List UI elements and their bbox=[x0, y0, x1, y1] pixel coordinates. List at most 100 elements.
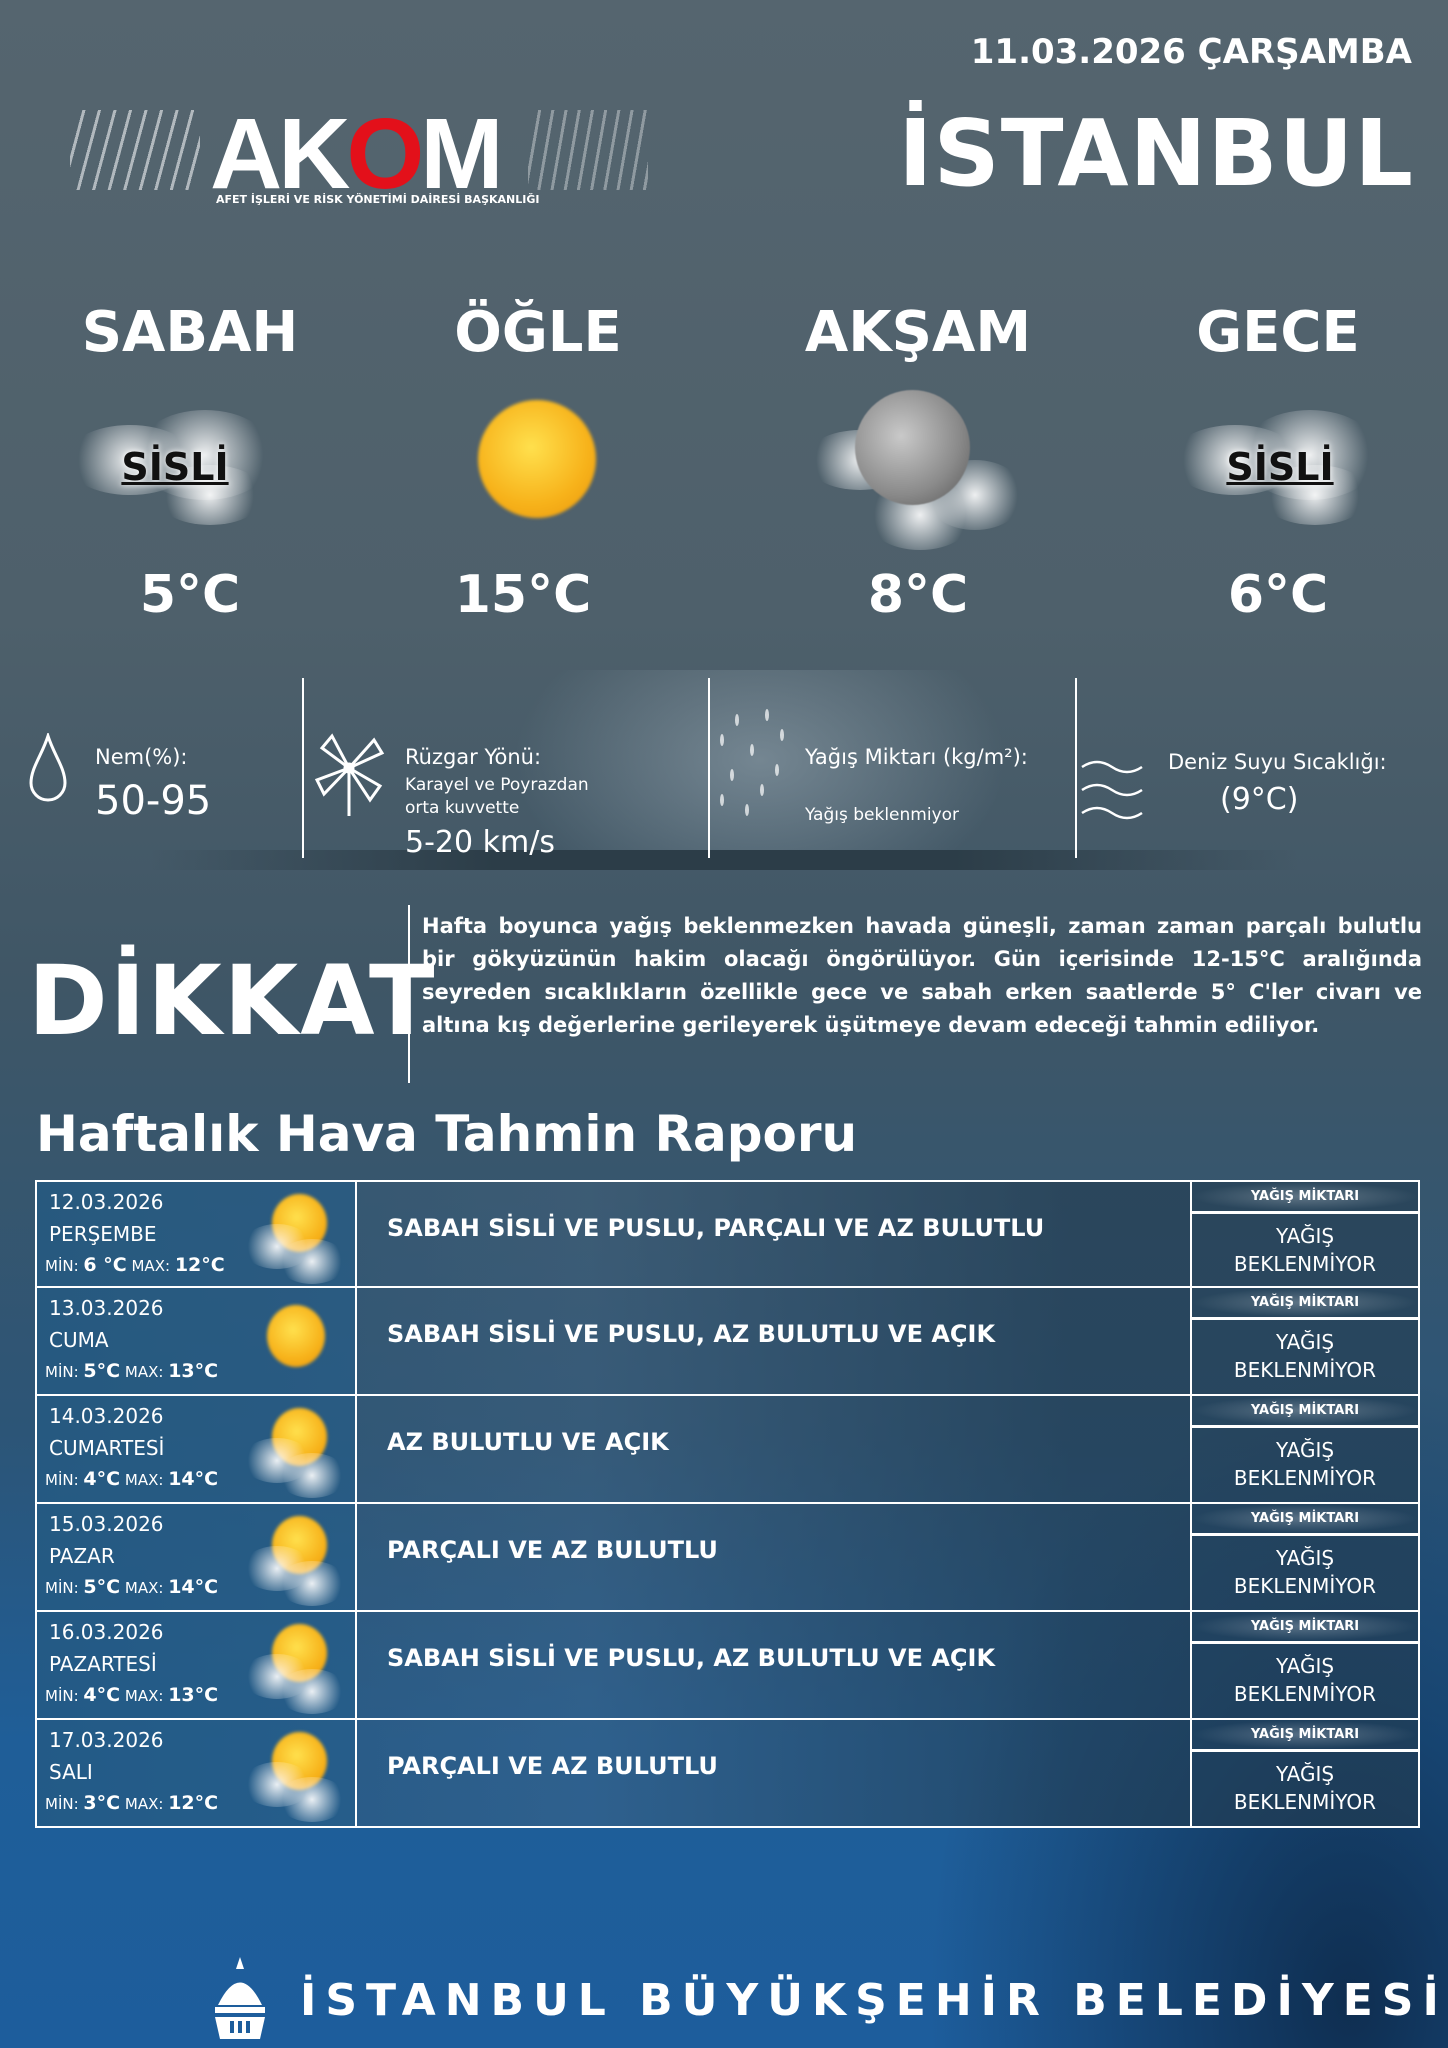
humidity-label: Nem(%): bbox=[95, 745, 188, 769]
min-temp: 6 °C bbox=[83, 1254, 127, 1276]
rain-value-line-2: BEKLENMİYOR bbox=[1233, 1574, 1377, 1598]
forecast-description: AZ BULUTLU VE AÇIK bbox=[387, 1428, 669, 1456]
forecast-day: SALI bbox=[49, 1760, 93, 1784]
city-title: İSTANBUL bbox=[898, 100, 1414, 207]
sun-cloud-icon bbox=[242, 1194, 352, 1284]
rain-value-line-2: BEKLENMİYOR bbox=[1233, 1252, 1377, 1276]
forecast-day-cell: 12.03.2026 PERŞEMBE MİN: 6 °C MAX: 12°C bbox=[37, 1182, 357, 1286]
min-label: MİN: bbox=[45, 1257, 79, 1275]
temp-gece: 6°C bbox=[1227, 565, 1329, 625]
forecast-minmax: MİN: 4°C MAX: 13°C bbox=[45, 1684, 218, 1706]
max-label: MAX: bbox=[124, 1471, 164, 1489]
rain-cell: YAĞIŞ MİKTARI YAĞIŞ BEKLENMİYOR bbox=[1190, 1720, 1418, 1826]
forecast-minmax: MİN: 5°C MAX: 13°C bbox=[45, 1360, 218, 1382]
rain-header: YAĞIŞ MİKTARI bbox=[1192, 1612, 1418, 1644]
max-temp: 14°C bbox=[168, 1576, 219, 1598]
forecast-minmax: MİN: 6 °C MAX: 12°C bbox=[45, 1254, 225, 1276]
akom-logo: AKOM AFET İŞLERİ VE RİSK YÖNETİMİ DAİRES… bbox=[70, 98, 648, 215]
rain-value-line-2: BEKLENMİYOR bbox=[1233, 1358, 1377, 1382]
rain-value: YAĞIŞ BEKLENMİYOR bbox=[1192, 1320, 1418, 1384]
min-label: MİN: bbox=[45, 1795, 79, 1813]
max-temp: 13°C bbox=[168, 1360, 219, 1382]
max-label: MAX: bbox=[124, 1579, 164, 1597]
temp-ogle: 15°C bbox=[454, 565, 592, 625]
sun-cloud-icon bbox=[242, 1624, 352, 1714]
humidity-value: 50-95 bbox=[95, 778, 212, 824]
wind-desc-1: Karayel ve Poyrazdan bbox=[405, 775, 589, 795]
period-aksam-label: AKŞAM bbox=[804, 300, 1032, 365]
details-strip bbox=[0, 670, 1448, 870]
wind-speed: 5-20 km/s bbox=[405, 825, 555, 860]
rain-cell: YAĞIŞ MİKTARI YAĞIŞ BEKLENMİYOR bbox=[1190, 1182, 1418, 1286]
rain-header: YAĞIŞ MİKTARI bbox=[1192, 1720, 1418, 1752]
period-sabah-label: SABAH bbox=[81, 300, 299, 365]
pinwheel-icon bbox=[314, 733, 385, 816]
forecast-day-cell: 14.03.2026 CUMARTESİ MİN: 4°C MAX: 14°C bbox=[37, 1396, 357, 1502]
max-temp: 14°C bbox=[168, 1468, 219, 1490]
forecast-row: 15.03.2026 PAZAR MİN: 5°C MAX: 14°C PARÇ… bbox=[35, 1504, 1420, 1612]
cloud-icon bbox=[277, 1561, 347, 1606]
min-temp: 4°C bbox=[83, 1684, 121, 1706]
logo-stripes-right bbox=[528, 110, 648, 190]
cloud-icon bbox=[277, 1239, 347, 1284]
cloud-icon bbox=[277, 1777, 347, 1822]
rain-value-line-1: YAĞIŞ bbox=[1275, 1330, 1335, 1354]
logo-subtitle: AFET İŞLERİ VE RİSK YÖNETİMİ DAİRESİ BAŞ… bbox=[216, 193, 540, 206]
forecast-row: 12.03.2026 PERŞEMBE MİN: 6 °C MAX: 12°C … bbox=[35, 1180, 1420, 1288]
cloud-icon bbox=[277, 1453, 347, 1498]
rain-header: YAĞIŞ MİKTARI bbox=[1192, 1288, 1418, 1320]
max-label: MAX: bbox=[124, 1687, 164, 1705]
forecast-description: PARÇALI VE AZ BULUTLU bbox=[387, 1752, 718, 1780]
wind-desc-2: orta kuvvette bbox=[405, 798, 520, 818]
forecast-day: PERŞEMBE bbox=[49, 1222, 157, 1246]
rain-value-line-2: BEKLENMİYOR bbox=[1233, 1790, 1377, 1814]
forecast-description: SABAH SİSLİ VE PUSLU, PARÇALI VE AZ BULU… bbox=[387, 1214, 1045, 1242]
fog-icon: SİSLİ bbox=[65, 405, 285, 535]
rain-value-line-1: YAĞIŞ bbox=[1275, 1546, 1335, 1570]
warning-title: DİKKAT bbox=[28, 945, 437, 1057]
forecast-minmax: MİN: 3°C MAX: 12°C bbox=[45, 1792, 218, 1814]
min-temp: 5°C bbox=[83, 1576, 121, 1598]
min-temp: 5°C bbox=[83, 1360, 121, 1382]
weekly-title: Haftalık Hava Tahmin Raporu bbox=[36, 1105, 858, 1163]
temp-aksam: 8°C bbox=[867, 565, 969, 625]
forecast-row: 14.03.2026 CUMARTESİ MİN: 4°C MAX: 14°C … bbox=[35, 1396, 1420, 1504]
report-date: 11.03.2026 ÇARŞAMBA bbox=[970, 32, 1412, 72]
rain-drops-icon bbox=[720, 709, 784, 816]
rain-header: YAĞIŞ MİKTARI bbox=[1192, 1396, 1418, 1428]
forecast-description: SABAH SİSLİ VE PUSLU, AZ BULUTLU VE AÇIK bbox=[387, 1644, 996, 1672]
max-label: MAX: bbox=[131, 1257, 171, 1275]
forecast-day: CUMARTESİ bbox=[49, 1436, 165, 1460]
divider bbox=[1075, 678, 1077, 858]
forecast-date: 15.03.2026 bbox=[49, 1512, 164, 1536]
forecast-date: 12.03.2026 bbox=[49, 1190, 164, 1214]
water-drop-icon bbox=[29, 733, 67, 802]
rain-value: YAĞIŞ BEKLENMİYOR bbox=[1192, 1644, 1418, 1708]
ibb-logo-icon bbox=[215, 1957, 265, 2039]
max-label: MAX: bbox=[124, 1795, 164, 1813]
rain-value-line-1: YAĞIŞ bbox=[1275, 1654, 1335, 1678]
moon-icon bbox=[855, 390, 970, 505]
period-gece-label: GECE bbox=[1196, 300, 1360, 365]
min-label: MİN: bbox=[45, 1579, 79, 1597]
rain-value-line-1: YAĞIŞ bbox=[1275, 1438, 1335, 1462]
rain-cell: YAĞIŞ MİKTARI YAĞIŞ BEKLENMİYOR bbox=[1190, 1288, 1418, 1394]
forecast-date: 16.03.2026 bbox=[49, 1620, 164, 1644]
sea-temp-value: (9°C) bbox=[1220, 782, 1299, 817]
min-label: MİN: bbox=[45, 1687, 79, 1705]
rain-value: Yağış beklenmiyor bbox=[805, 805, 960, 825]
sun-icon bbox=[478, 400, 596, 518]
sea-temp-label: Deniz Suyu Sıcaklığı: bbox=[1168, 750, 1387, 774]
rain-value: YAĞIŞ BEKLENMİYOR bbox=[1192, 1428, 1418, 1492]
condition-label: SİSLİ bbox=[121, 445, 229, 489]
cloud-icon bbox=[277, 1669, 347, 1714]
warning-text: Hafta boyunca yağış beklenmezken havada … bbox=[422, 914, 1422, 1037]
rain-value-line-1: YAĞIŞ bbox=[1275, 1224, 1335, 1248]
min-temp: 4°C bbox=[83, 1468, 121, 1490]
logo-stripes bbox=[70, 110, 200, 190]
forecast-description: SABAH SİSLİ VE PUSLU, AZ BULUTLU VE AÇIK bbox=[387, 1320, 996, 1348]
sun-cloud-icon bbox=[242, 1732, 352, 1822]
divider bbox=[302, 678, 304, 858]
divider bbox=[408, 905, 410, 1083]
